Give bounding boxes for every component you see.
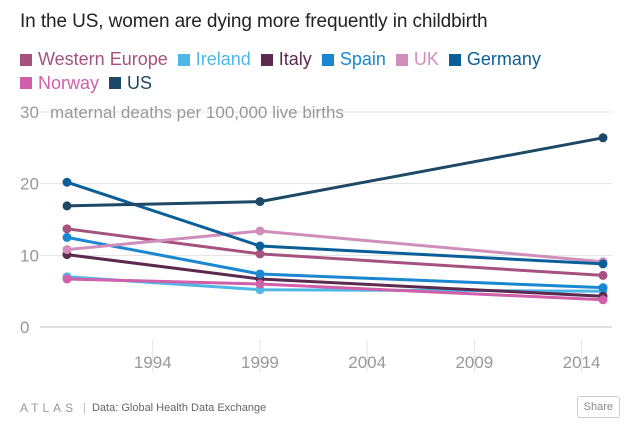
chart-title: In the US, women are dying more frequent… xyxy=(20,11,488,32)
footer-separator: | xyxy=(83,402,86,414)
data-point-norway xyxy=(255,279,265,289)
legend-label: Italy xyxy=(278,49,312,69)
legend-item-italy[interactable]: Italy xyxy=(260,48,312,71)
share-button[interactable]: Share xyxy=(576,396,620,418)
source-note: Data: Global Health Data Exchange xyxy=(91,402,267,414)
data-point-germany xyxy=(62,177,72,187)
legend-label: Germany xyxy=(466,49,541,69)
legend-label: Ireland xyxy=(195,49,251,69)
legend-item-germany[interactable]: Germany xyxy=(448,48,541,71)
legend-item-us[interactable]: US xyxy=(109,72,152,95)
legend-item-norway[interactable]: Norway xyxy=(20,72,99,95)
data-point-western-europe xyxy=(62,224,72,234)
legend-swatch xyxy=(395,53,408,66)
legend-label: Norway xyxy=(38,72,100,93)
legend-label: Western Europe xyxy=(38,49,168,69)
legend-swatch xyxy=(448,53,461,66)
x-tick-label: 2004 xyxy=(348,353,386,372)
atlas-logo[interactable]: ATLAS xyxy=(20,401,78,415)
legend-swatch xyxy=(20,77,32,89)
y-tick-label: 0 xyxy=(20,318,29,337)
legend-item-spain[interactable]: Spain xyxy=(321,48,386,71)
x-tick-label: 2009 xyxy=(455,353,493,372)
data-point-spain xyxy=(62,232,72,242)
legend-swatch xyxy=(177,53,190,66)
data-point-spain xyxy=(598,283,608,293)
legend-swatch xyxy=(109,77,122,89)
y-tick-label: 20 xyxy=(20,175,39,194)
legend-label: UK xyxy=(413,49,439,69)
legend-item-western-europe[interactable]: Western Europe xyxy=(20,48,168,71)
footer: ATLAS | Data: Global Health Data Exchang… xyxy=(20,401,266,415)
legend-label: US xyxy=(127,72,153,93)
data-point-us xyxy=(255,197,265,207)
data-point-western-europe xyxy=(598,270,608,280)
legend: Western Europe Ireland Italy Spain UK Germany… xyxy=(20,48,620,95)
series-line-us xyxy=(65,136,605,208)
data-point-uk xyxy=(255,226,265,236)
data-point-norway xyxy=(62,274,72,284)
data-point-western-europe xyxy=(255,249,265,259)
legend-item-ireland[interactable]: Ireland xyxy=(177,48,251,71)
data-point-germany xyxy=(598,259,608,269)
legend-swatch xyxy=(260,53,273,66)
data-point-uk xyxy=(62,245,72,255)
data-point-us xyxy=(62,201,72,211)
legend-label: Spain xyxy=(339,49,386,69)
y-axis-label: maternal deaths per 100,000 live births xyxy=(50,103,344,122)
x-tick-label: 2014 xyxy=(563,353,601,372)
y-tick-label: 10 xyxy=(20,246,39,265)
legend-item-uk[interactable]: UK xyxy=(395,48,439,71)
y-tick-label: 30 xyxy=(20,103,39,122)
data-point-germany xyxy=(255,241,265,251)
legend-swatch xyxy=(321,53,334,66)
data-point-spain xyxy=(255,269,265,279)
data-point-norway xyxy=(598,295,608,305)
data-point-us xyxy=(598,133,608,143)
legend-swatch xyxy=(20,53,32,66)
x-tick-label: 1999 xyxy=(241,353,279,372)
x-tick-label: 1994 xyxy=(134,353,172,372)
